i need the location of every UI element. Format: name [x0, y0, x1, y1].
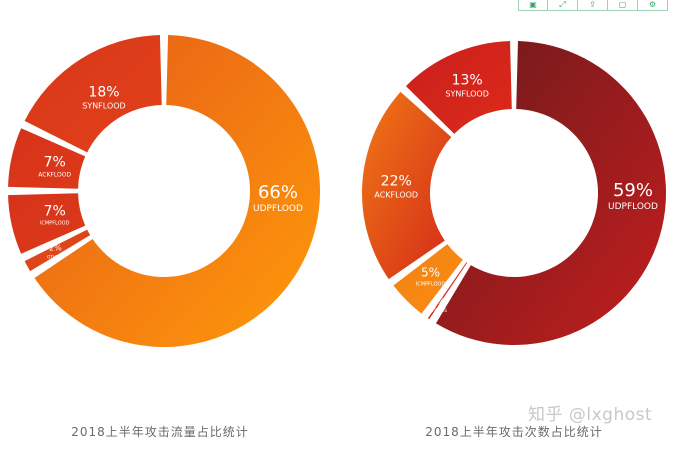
- slice-ackflood: [8, 128, 86, 189]
- slice-value-udpflood: 59%: [613, 180, 653, 201]
- slice-udpflood: [435, 41, 666, 345]
- chart-toolbar: ▣ ⤢ ⇪ ▢ ⚙: [518, 0, 668, 11]
- slice-value-icmpflood: 7%: [44, 203, 66, 219]
- slice-label-udpflood: UDPFLOOD: [253, 204, 303, 214]
- slice-synflood: [405, 41, 512, 134]
- slice-label-ackflood: ACKFLOOD: [374, 191, 418, 200]
- slice-label-synflood: SYNFLOOD: [82, 101, 125, 110]
- slice-synflood: [24, 35, 162, 153]
- slice-value-synflood: 18%: [88, 84, 119, 100]
- slice-value-ackflood: 22%: [381, 174, 412, 190]
- slice-value-others: 1%: [432, 297, 445, 306]
- slice-label-synflood: SYNFLOOD: [445, 90, 488, 99]
- slice-label-others: OTHERS: [47, 255, 64, 260]
- chart-title-attack-count-share: 2018上半年攻击次数占比统计: [425, 425, 603, 439]
- slice-icmpflood: [393, 244, 463, 314]
- slice-others: [24, 229, 91, 272]
- image-icon[interactable]: ▢: [608, 0, 638, 11]
- slice-ackflood: [361, 91, 452, 280]
- slice-udpflood: [34, 35, 321, 347]
- slice-value-ackflood: 7%: [44, 155, 66, 171]
- slice-value-synflood: 13%: [452, 73, 483, 89]
- slice-value-icmpflood: 5%: [421, 265, 440, 279]
- slice-label-udpflood: UDPFLOOD: [608, 202, 658, 212]
- slice-icmpflood: [8, 193, 86, 254]
- slice-label-others: OTHERS: [430, 308, 447, 313]
- slice-others: [427, 262, 468, 320]
- slice-label-icmpflood: ICMPFLOOD: [416, 281, 446, 287]
- upload-icon[interactable]: ⇪: [578, 0, 608, 11]
- settings-icon[interactable]: ⚙: [638, 0, 668, 11]
- donut-chart-2: 59%UDPFLOOD 13%SYNFLOOD 22%ACKFLOOD 5% ICMPF…: [361, 41, 666, 345]
- donut-chart-1: 66%UDPFLOOD18%SYNFLOOD7%ACKFLOOD7%ICMPFL…: [8, 35, 321, 347]
- chart-title-traffic-share: 2018上半年攻击流量占比统计: [71, 425, 249, 439]
- watermark: 知乎 @lxghost: [528, 405, 653, 425]
- slice-label-icmpflood: ICMPFLOOD: [40, 220, 70, 226]
- expand-icon[interactable]: ⤢: [548, 0, 578, 11]
- slice-label-ackflood: ACKFLOOD: [38, 172, 71, 179]
- slice-value-udpflood: 66%: [258, 182, 298, 203]
- slice-value-others: 2%: [49, 244, 62, 253]
- copy-icon[interactable]: ▣: [518, 0, 548, 11]
